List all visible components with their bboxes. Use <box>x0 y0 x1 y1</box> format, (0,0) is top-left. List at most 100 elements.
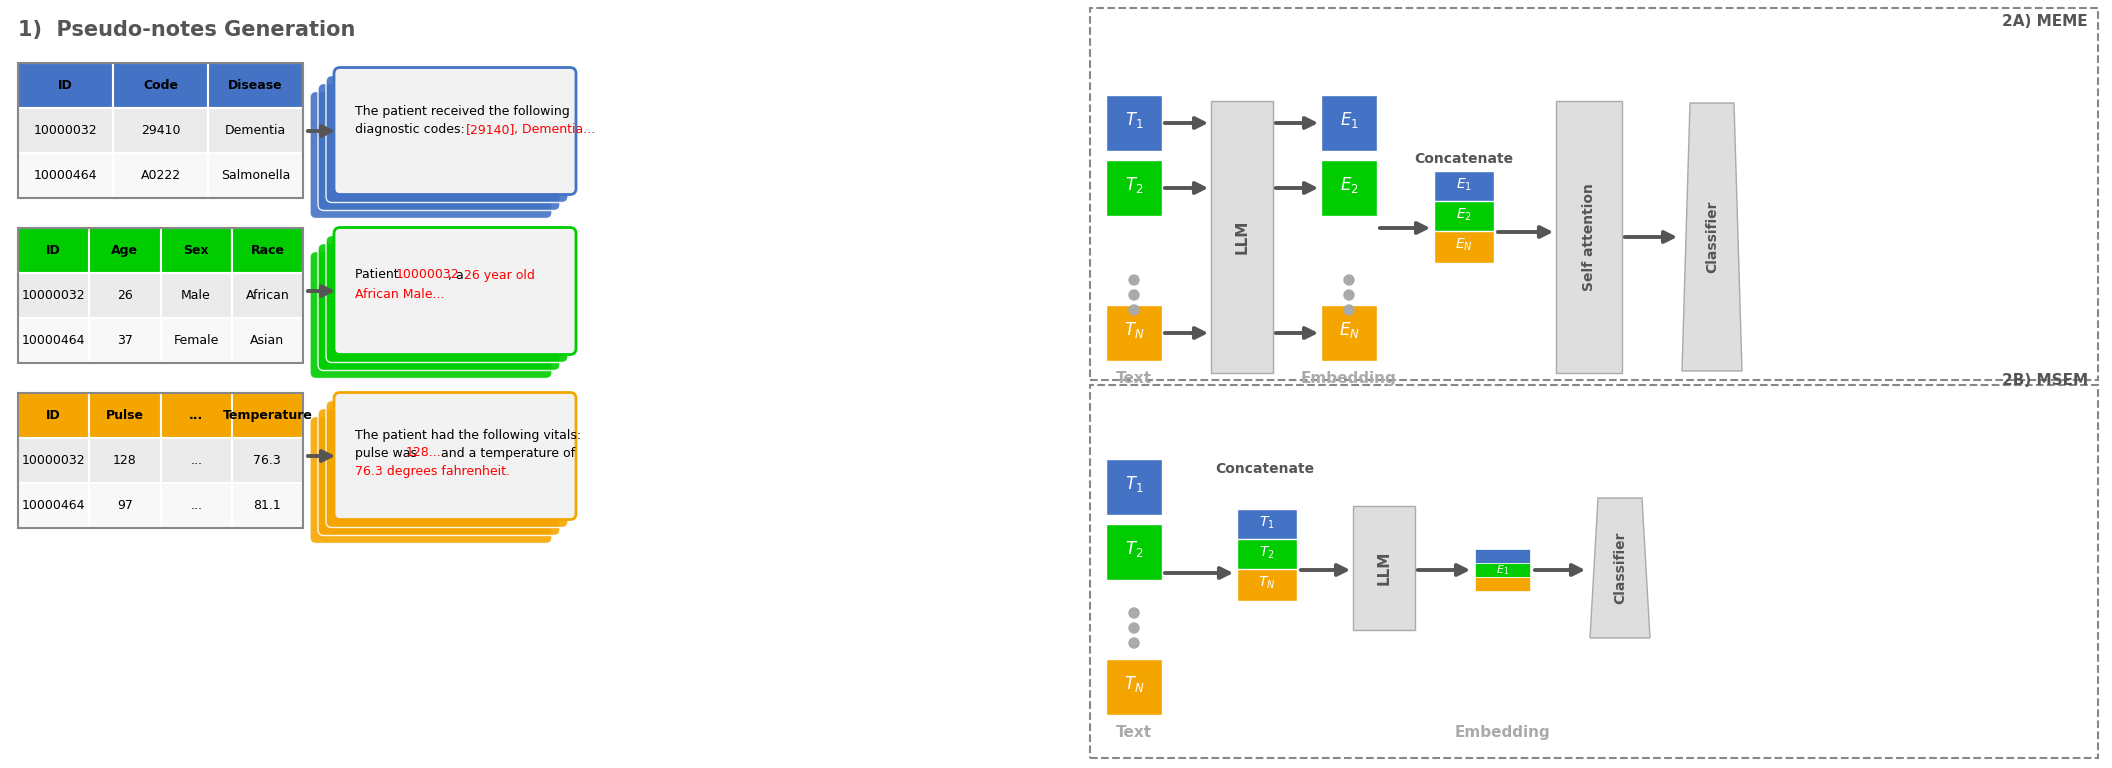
Circle shape <box>1130 623 1138 633</box>
FancyBboxPatch shape <box>89 438 161 483</box>
Bar <box>1090 385 2097 758</box>
FancyBboxPatch shape <box>319 243 560 370</box>
Text: $E_1$: $E_1$ <box>1339 110 1358 130</box>
FancyBboxPatch shape <box>1238 569 1297 601</box>
Circle shape <box>1130 305 1138 315</box>
FancyBboxPatch shape <box>19 273 89 318</box>
Text: Race: Race <box>251 244 285 257</box>
FancyBboxPatch shape <box>232 393 302 438</box>
FancyBboxPatch shape <box>1557 101 1622 373</box>
Text: 76.3: 76.3 <box>253 454 281 467</box>
FancyBboxPatch shape <box>161 483 232 528</box>
Text: $E_1$: $E_1$ <box>1455 177 1472 194</box>
FancyBboxPatch shape <box>207 153 302 198</box>
Text: Concatenate: Concatenate <box>1415 152 1514 166</box>
FancyBboxPatch shape <box>232 273 302 318</box>
Text: 1)  Pseudo-notes Generation: 1) Pseudo-notes Generation <box>19 20 355 40</box>
Text: $T_1$: $T_1$ <box>1126 110 1143 130</box>
Text: 26: 26 <box>116 289 133 302</box>
Circle shape <box>1343 275 1354 285</box>
Text: 10000464: 10000464 <box>21 499 84 512</box>
FancyBboxPatch shape <box>1434 171 1493 203</box>
Text: 128: 128 <box>114 454 137 467</box>
Text: $E_2$: $E_2$ <box>1455 207 1472 223</box>
Text: Embedding: Embedding <box>1301 371 1396 386</box>
FancyBboxPatch shape <box>89 228 161 273</box>
Text: 10000464: 10000464 <box>34 169 97 182</box>
Text: Embedding: Embedding <box>1455 725 1550 740</box>
Text: $T_1$: $T_1$ <box>1126 474 1143 494</box>
FancyBboxPatch shape <box>19 318 89 363</box>
Circle shape <box>1343 290 1354 300</box>
FancyBboxPatch shape <box>89 273 161 318</box>
Circle shape <box>1343 305 1354 315</box>
FancyBboxPatch shape <box>161 318 232 363</box>
FancyBboxPatch shape <box>161 273 232 318</box>
Text: 37: 37 <box>116 334 133 347</box>
Text: African: African <box>245 289 289 302</box>
Text: $T_1$: $T_1$ <box>1259 515 1276 531</box>
Text: Female: Female <box>173 334 220 347</box>
Text: Concatenate: Concatenate <box>1214 462 1314 476</box>
FancyBboxPatch shape <box>232 438 302 483</box>
FancyBboxPatch shape <box>1107 95 1162 151</box>
FancyBboxPatch shape <box>19 438 89 483</box>
Text: 81.1: 81.1 <box>253 499 281 512</box>
Text: 10000032: 10000032 <box>21 289 84 302</box>
FancyBboxPatch shape <box>89 393 161 438</box>
FancyBboxPatch shape <box>1107 160 1162 216</box>
Text: $T_N$: $T_N$ <box>1124 674 1145 694</box>
Text: LLM: LLM <box>1236 220 1250 254</box>
Text: African Male...: African Male... <box>355 289 444 302</box>
Text: 10000032: 10000032 <box>397 269 460 282</box>
FancyBboxPatch shape <box>325 236 568 362</box>
Text: 128...: 128... <box>406 446 441 459</box>
Text: $T_2$: $T_2$ <box>1126 539 1143 559</box>
Text: Temperature: Temperature <box>222 409 313 422</box>
Text: $E_1$: $E_1$ <box>1495 563 1510 577</box>
Text: ...: ... <box>190 499 203 512</box>
Text: $E_2$: $E_2$ <box>1339 175 1358 195</box>
FancyBboxPatch shape <box>1474 563 1529 577</box>
Text: Text: Text <box>1115 371 1151 386</box>
FancyBboxPatch shape <box>1320 160 1377 216</box>
Text: 10000032: 10000032 <box>21 454 84 467</box>
FancyBboxPatch shape <box>1320 305 1377 361</box>
Text: and a temperature of: and a temperature of <box>437 446 574 459</box>
FancyBboxPatch shape <box>1238 539 1297 571</box>
FancyBboxPatch shape <box>325 400 568 528</box>
Text: Sex: Sex <box>184 244 209 257</box>
Circle shape <box>1130 608 1138 618</box>
FancyBboxPatch shape <box>1474 549 1529 563</box>
FancyBboxPatch shape <box>310 91 551 219</box>
Text: The patient had the following vitals:: The patient had the following vitals: <box>355 429 581 442</box>
FancyBboxPatch shape <box>19 393 89 438</box>
Text: 76.3 degrees fahrenheit.: 76.3 degrees fahrenheit. <box>355 465 509 478</box>
Text: The patient received the following: The patient received the following <box>355 104 570 118</box>
Text: ID: ID <box>46 244 61 257</box>
Text: , a: , a <box>448 269 467 282</box>
FancyBboxPatch shape <box>207 63 302 108</box>
FancyBboxPatch shape <box>232 483 302 528</box>
FancyBboxPatch shape <box>1107 459 1162 515</box>
Text: Dementia: Dementia <box>224 124 285 137</box>
FancyBboxPatch shape <box>19 228 89 273</box>
Text: Text: Text <box>1115 725 1151 740</box>
FancyBboxPatch shape <box>319 84 560 210</box>
Circle shape <box>1130 638 1138 648</box>
Text: $T_2$: $T_2$ <box>1126 175 1143 195</box>
Text: ...: ... <box>190 454 203 467</box>
Text: 29410: 29410 <box>142 124 180 137</box>
FancyBboxPatch shape <box>19 483 89 528</box>
FancyBboxPatch shape <box>89 318 161 363</box>
Text: Pulse: Pulse <box>106 409 144 422</box>
Text: 10000464: 10000464 <box>21 334 84 347</box>
Circle shape <box>1130 275 1138 285</box>
Text: [29140]: [29140] <box>467 124 515 137</box>
Text: Male: Male <box>182 289 211 302</box>
Circle shape <box>1130 290 1138 300</box>
Bar <box>19 63 302 198</box>
Text: $T_2$: $T_2$ <box>1259 545 1276 561</box>
FancyBboxPatch shape <box>1434 201 1493 233</box>
FancyBboxPatch shape <box>334 68 577 194</box>
